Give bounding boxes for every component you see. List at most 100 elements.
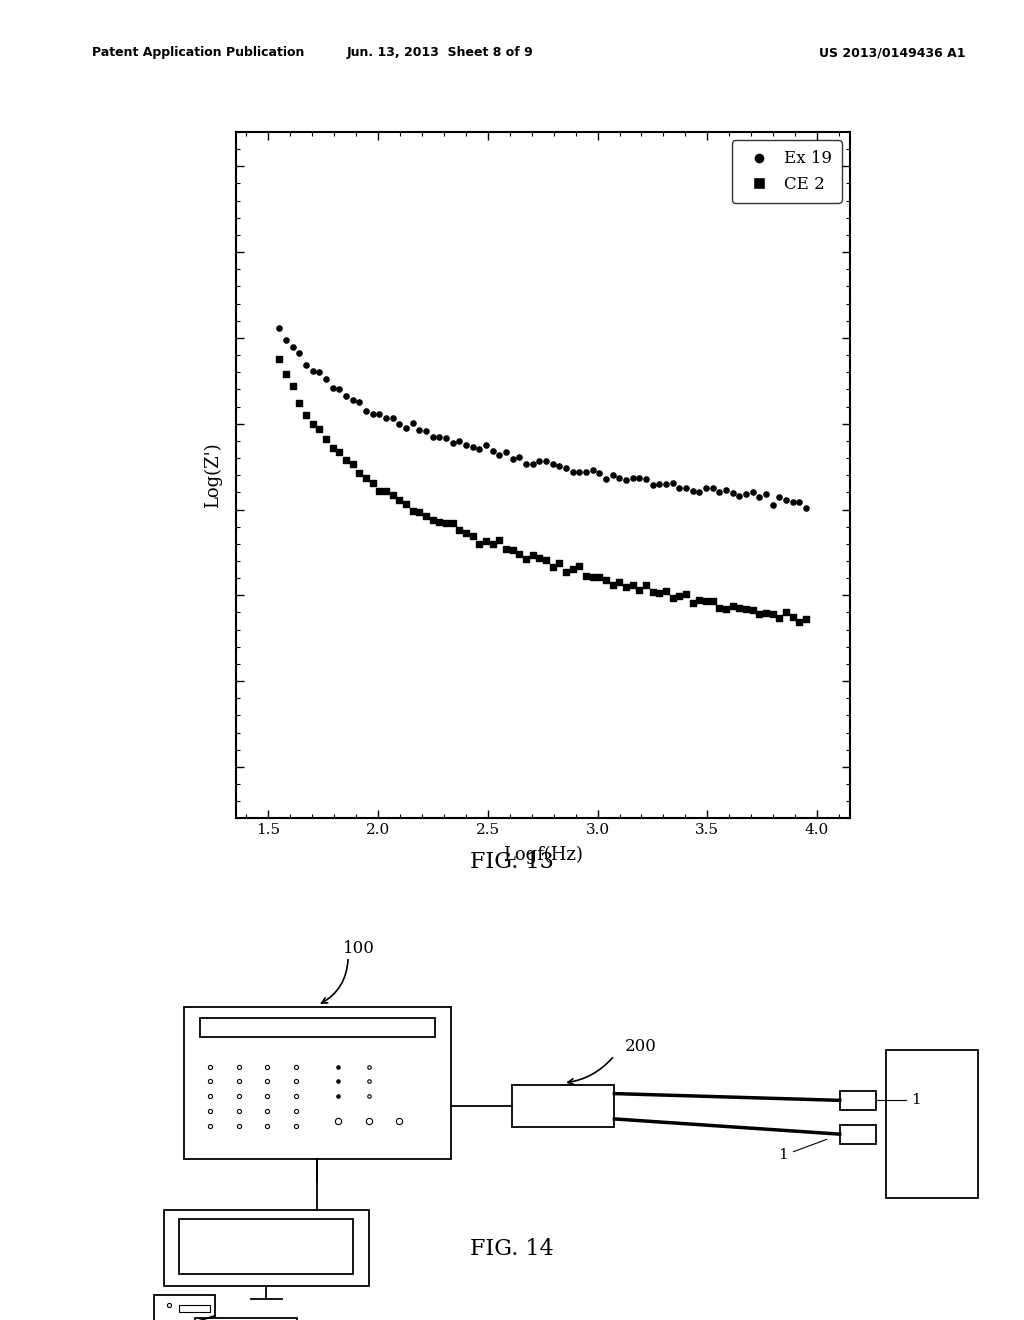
CE 2 — [691, 590, 708, 611]
Ex 19 — [625, 467, 641, 488]
Ex 19 — [458, 434, 474, 455]
CE 2 — [398, 494, 415, 515]
Ex 19 — [325, 378, 341, 399]
Ex 19 — [712, 482, 728, 503]
Ex 19 — [278, 330, 294, 351]
Text: Patent Application Publication: Patent Application Publication — [92, 46, 304, 59]
CE 2 — [317, 428, 334, 449]
Text: 100: 100 — [342, 940, 375, 957]
Ex 19 — [538, 451, 554, 473]
CE 2 — [778, 602, 795, 623]
Ex 19 — [731, 486, 748, 507]
CE 2 — [678, 583, 694, 605]
Ex 19 — [317, 368, 334, 389]
CE 2 — [365, 473, 381, 494]
CE 2 — [625, 574, 641, 595]
CE 2 — [578, 566, 594, 587]
CE 2 — [784, 606, 801, 627]
Ex 19 — [545, 454, 561, 475]
Ex 19 — [585, 459, 601, 480]
CE 2 — [524, 544, 541, 565]
CE 2 — [705, 590, 721, 611]
Ex 19 — [351, 392, 368, 413]
Ex 19 — [691, 482, 708, 503]
CE 2 — [758, 602, 774, 623]
Ex 19 — [598, 469, 614, 490]
CE 2 — [617, 577, 634, 598]
CE 2 — [545, 556, 561, 577]
CE 2 — [357, 467, 374, 488]
Ex 19 — [725, 482, 741, 503]
CE 2 — [665, 587, 681, 609]
CE 2 — [385, 484, 401, 506]
CE 2 — [571, 556, 588, 577]
CE 2 — [431, 511, 447, 532]
CE 2 — [505, 540, 521, 561]
Ex 19 — [638, 469, 654, 490]
Ex 19 — [425, 426, 441, 447]
Bar — [512, 1085, 614, 1127]
Ex 19 — [291, 342, 307, 363]
Bar — [200, 1018, 435, 1038]
Ex 19 — [498, 442, 514, 463]
Ex 19 — [438, 428, 455, 449]
CE 2 — [564, 558, 581, 579]
CE 2 — [351, 463, 368, 484]
CE 2 — [611, 572, 628, 593]
Ex 19 — [298, 354, 314, 375]
CE 2 — [338, 449, 354, 470]
CE 2 — [657, 581, 674, 602]
Ex 19 — [412, 418, 428, 440]
Ex 19 — [671, 477, 687, 498]
Ex 19 — [617, 470, 634, 491]
CE 2 — [712, 597, 728, 618]
Ex 19 — [518, 454, 535, 475]
CE 2 — [291, 392, 307, 413]
CE 2 — [465, 525, 481, 546]
CE 2 — [697, 590, 714, 611]
Ex 19 — [465, 436, 481, 457]
Ex 19 — [718, 479, 734, 500]
CE 2 — [551, 552, 567, 573]
CE 2 — [631, 579, 647, 601]
Bar — [179, 1305, 210, 1312]
Ex 19 — [705, 477, 721, 498]
Ex 19 — [404, 412, 421, 433]
CE 2 — [518, 548, 535, 569]
Ex 19 — [697, 478, 714, 499]
CE 2 — [285, 375, 301, 396]
Bar — [154, 1295, 215, 1320]
Bar — [164, 1210, 369, 1286]
CE 2 — [325, 438, 341, 459]
Ex 19 — [564, 462, 581, 483]
CE 2 — [438, 513, 455, 535]
CE 2 — [684, 593, 700, 614]
Text: 200: 200 — [625, 1039, 656, 1056]
CE 2 — [344, 453, 360, 474]
Ex 19 — [651, 474, 668, 495]
Ex 19 — [792, 491, 808, 512]
Ex 19 — [344, 389, 360, 411]
CE 2 — [412, 502, 428, 523]
Ex 19 — [684, 480, 700, 502]
Ex 19 — [644, 474, 660, 495]
Ex 19 — [591, 462, 607, 483]
Ex 19 — [665, 473, 681, 494]
Ex 19 — [444, 433, 461, 454]
CE 2 — [738, 598, 755, 619]
Ex 19 — [604, 465, 621, 486]
CE 2 — [304, 413, 321, 434]
Ex 19 — [798, 498, 814, 519]
Ex 19 — [398, 417, 415, 438]
Ex 19 — [372, 404, 388, 425]
CE 2 — [298, 404, 314, 425]
Text: 1: 1 — [911, 1093, 922, 1107]
Y-axis label: Log(Z'): Log(Z') — [204, 442, 222, 508]
Bar — [184, 1007, 451, 1159]
Ex 19 — [484, 441, 501, 462]
CE 2 — [531, 548, 548, 569]
CE 2 — [418, 506, 434, 527]
CE 2 — [558, 561, 574, 582]
CE 2 — [638, 574, 654, 595]
Ex 19 — [304, 360, 321, 381]
